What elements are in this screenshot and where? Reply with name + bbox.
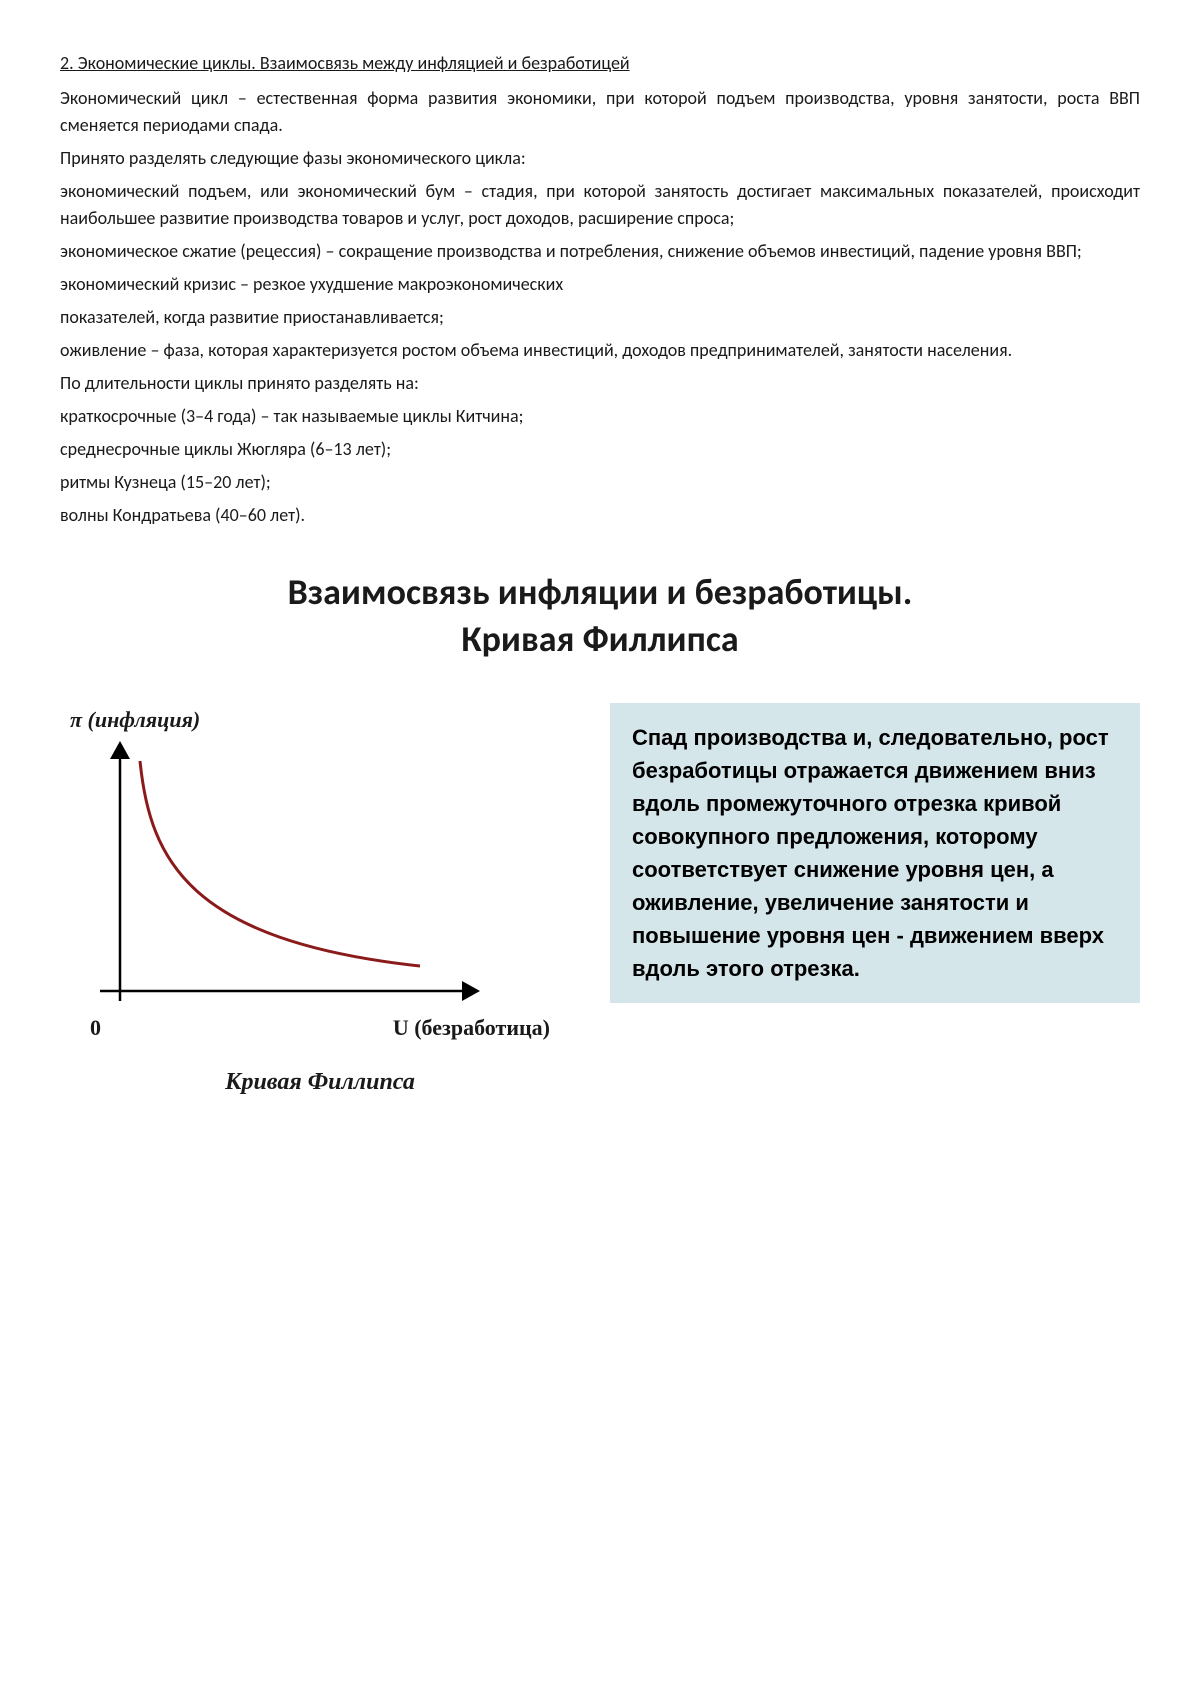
section-title: 2. Экономические циклы. Взаимосвязь межд…	[60, 50, 1140, 77]
phillips-chart-column: π (инфляция) 0 U (безработица) Кривая Фи…	[60, 703, 580, 1100]
main-heading: Взаимосвязь инфляции и безработицы. Крив…	[60, 569, 1140, 663]
y-axis-arrow-icon	[110, 741, 130, 759]
figure-row: π (инфляция) 0 U (безработица) Кривая Фи…	[60, 703, 1140, 1100]
info-box: Спад производства и, следовательно, рост…	[610, 703, 1140, 1003]
paragraph: Принято разделять следующие фазы экономи…	[60, 145, 1140, 172]
paragraph: экономический подъем, или экономический …	[60, 178, 1140, 232]
paragraph: Экономический цикл – естественная форма …	[60, 85, 1140, 139]
chart-caption: Кривая Филлипса	[60, 1064, 580, 1100]
x-axis-arrow-icon	[462, 981, 480, 1001]
paragraph: волны Кондратьева (40–60 лет).	[60, 502, 1140, 529]
phillips-curve-chart	[60, 741, 500, 1031]
y-axis-label: π (инфляция)	[70, 703, 580, 736]
paragraph: ритмы Кузнеца (15–20 лет);	[60, 469, 1140, 496]
paragraph: показателей, когда развитие приостанавли…	[60, 304, 1140, 331]
origin-label: 0	[90, 1011, 101, 1044]
paragraph: краткосрочные (3–4 года) – так называемы…	[60, 403, 1140, 430]
paragraph: оживление – фаза, которая характеризуетс…	[60, 337, 1140, 364]
paragraph: среднесрочные циклы Жюгляра (6–13 лет);	[60, 436, 1140, 463]
phillips-curve	[140, 761, 420, 966]
paragraph: экономический кризис – резкое ухудшение …	[60, 271, 1140, 298]
heading-line-1: Взаимосвязь инфляции и безработицы.	[60, 569, 1140, 616]
heading-line-2: Кривая Филлипса	[60, 616, 1140, 663]
x-axis-label: U (безработица)	[393, 1011, 550, 1044]
paragraph: По длительности циклы принято разделять …	[60, 370, 1140, 397]
paragraph: экономическое сжатие (рецессия) – сокращ…	[60, 238, 1140, 265]
